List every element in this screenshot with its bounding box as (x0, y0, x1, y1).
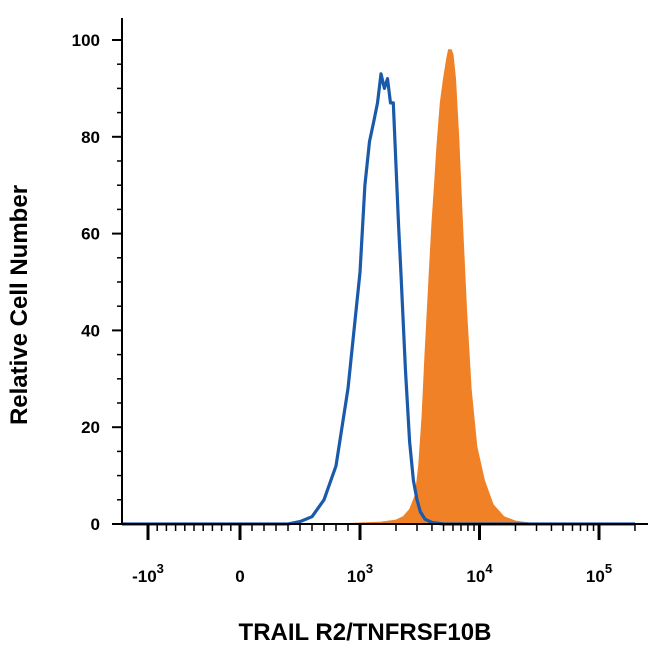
y-tick-label: 20 (81, 418, 100, 437)
x-minor-ticks (156, 524, 636, 531)
x-tick-label: 103 (347, 561, 373, 586)
series-0-filled-histogram (122, 49, 635, 525)
series-layer (122, 49, 635, 526)
y-tick-layer: 0 20 40 60 80 100 (72, 31, 122, 534)
y-tick-label: 80 (81, 128, 100, 147)
x-axis-title: TRAIL R2/TNFRSF10B (239, 619, 492, 646)
x-tick-label: 0 (235, 567, 244, 586)
y-tick-label: 40 (81, 321, 100, 340)
y-axis-title: Relative Cell Number (6, 185, 33, 425)
x-tick-layer: -103 0 103 104 105 (132, 524, 612, 586)
x-tick-label: -103 (132, 561, 164, 586)
y-tick-label: 60 (81, 225, 100, 244)
x-tick-label: 105 (586, 561, 612, 586)
y-tick-label: 100 (72, 31, 100, 50)
axes-layer (121, 18, 648, 525)
series-1-outline-histogram (122, 72, 635, 526)
x-tick-label: 104 (466, 561, 493, 586)
y-tick-label: 0 (91, 515, 100, 534)
